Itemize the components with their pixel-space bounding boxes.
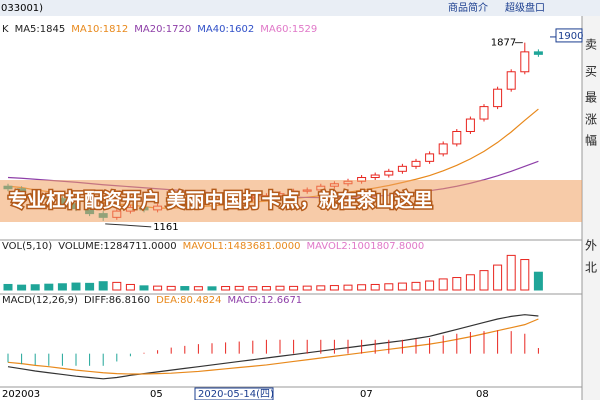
- side-button[interactable]: 幅: [585, 133, 597, 148]
- date-label: 08: [476, 389, 489, 400]
- menu-item[interactable]: 超级盘口: [505, 1, 545, 14]
- date-label: 2020-05-14(四): [198, 389, 274, 400]
- volume-bar: [357, 284, 367, 291]
- volume-bar: [57, 283, 67, 291]
- volume-bar: [316, 285, 326, 291]
- volume-bar: [207, 286, 217, 291]
- volume-bar: [98, 281, 108, 291]
- side-button[interactable]: 涨: [585, 112, 597, 127]
- volume-bar: [465, 274, 475, 291]
- side-panel: [582, 16, 600, 400]
- indicator-label: MACD(12,26,9): [2, 295, 78, 306]
- indicator-label: MAVOL1:1483681.0000: [183, 241, 301, 252]
- low-pointer: [105, 223, 152, 228]
- volume-bar: [3, 283, 13, 291]
- low-annotation: 1161: [153, 222, 178, 233]
- indicator-label: DEA:80.4824: [156, 295, 221, 306]
- volume-bar: [85, 282, 95, 291]
- volume-bar: [384, 283, 394, 291]
- side-button[interactable]: 卖: [585, 38, 597, 52]
- candle-body: [452, 130, 462, 145]
- volume-bar: [180, 286, 190, 291]
- candle-body: [520, 51, 530, 73]
- volume-bar: [44, 283, 54, 291]
- indicator-label: MA5:1845: [15, 24, 66, 35]
- cursor-date-box: [194, 387, 274, 400]
- volume-bar: [506, 254, 516, 291]
- volume-bar: [438, 278, 448, 291]
- candle-body: [493, 88, 503, 108]
- candle-body: [533, 51, 543, 55]
- indicator-label: VOL(5,10): [2, 241, 52, 252]
- volume-bar: [153, 285, 163, 291]
- indicator-line: [7, 318, 539, 375]
- volume-bar: [139, 285, 149, 291]
- volume-bar: [248, 286, 258, 291]
- indicator-label: MA40:1602: [197, 24, 254, 35]
- volume-bar: [166, 285, 176, 291]
- volume-bar: [329, 285, 339, 291]
- indicator-label: MA10:1812: [71, 24, 128, 35]
- banner-band: [0, 180, 582, 222]
- volume-bar: [479, 270, 489, 291]
- high-annotation: 1877: [491, 38, 516, 49]
- volume-bar: [397, 282, 407, 291]
- side-button[interactable]: 北: [585, 261, 597, 275]
- banner-text: 专业杠杆配资开户 美丽中国打卡点，就在茶山这里: [8, 189, 433, 212]
- volume-bar: [370, 283, 380, 291]
- volume-bar: [30, 284, 40, 291]
- candle-body: [465, 118, 475, 132]
- volume-bar: [452, 277, 462, 291]
- indicator-label: K: [2, 24, 9, 35]
- side-button[interactable]: 最: [585, 91, 597, 105]
- top-bar: [0, 0, 600, 16]
- indicator-label: MAVOL2:1001807.8000: [306, 241, 424, 252]
- candle-body: [425, 153, 435, 162]
- volume-bar: [193, 286, 203, 291]
- volume-bar: [112, 281, 122, 291]
- indicator-line: [7, 314, 539, 380]
- candle-body: [370, 174, 380, 179]
- candle-body: [411, 160, 421, 167]
- volume-bar: [425, 280, 435, 291]
- date-label: 202003: [2, 389, 40, 400]
- candle-body: [384, 170, 394, 176]
- candle-body: [438, 143, 448, 155]
- volume-bar: [71, 282, 81, 291]
- volume-bar: [221, 286, 231, 291]
- indicator-label: DIFF:86.8160: [84, 295, 150, 306]
- volume-bar: [17, 284, 27, 291]
- side-button[interactable]: 买: [585, 65, 597, 79]
- indicator-label: MA20:1720: [134, 24, 191, 35]
- menu-item[interactable]: 商品简介: [448, 1, 488, 14]
- volume-bar: [261, 286, 271, 291]
- price-tick-label: 1900: [558, 31, 583, 42]
- volume-bar: [343, 284, 353, 291]
- volume-bar: [125, 283, 135, 291]
- candle-body: [397, 165, 407, 172]
- side-button[interactable]: 外: [585, 239, 597, 253]
- volume-bar: [520, 259, 530, 291]
- indicator-label: VOLUME:1284711.0000: [58, 241, 176, 252]
- date-label: 05: [150, 389, 163, 400]
- volume-bar: [289, 285, 299, 291]
- volume-bar: [533, 271, 543, 291]
- indicator-label: MACD:12.6671: [227, 295, 302, 306]
- indicator-label: MA60:1529: [260, 24, 317, 35]
- price-tick-box: [555, 28, 583, 43]
- candle-body: [479, 106, 489, 120]
- date-label: 07: [360, 389, 373, 400]
- volume-bar: [411, 281, 421, 291]
- candle-body: [506, 71, 516, 90]
- volume-bar: [275, 285, 285, 291]
- volume-bar: [234, 285, 244, 291]
- volume-bar: [493, 264, 503, 291]
- charts: K MA5:1845 MA10:1812 MA20:1720 MA40:1602 MA60…: [2, 24, 583, 380]
- stock-code: 033001): [1, 3, 43, 14]
- volume-bar: [302, 285, 312, 291]
